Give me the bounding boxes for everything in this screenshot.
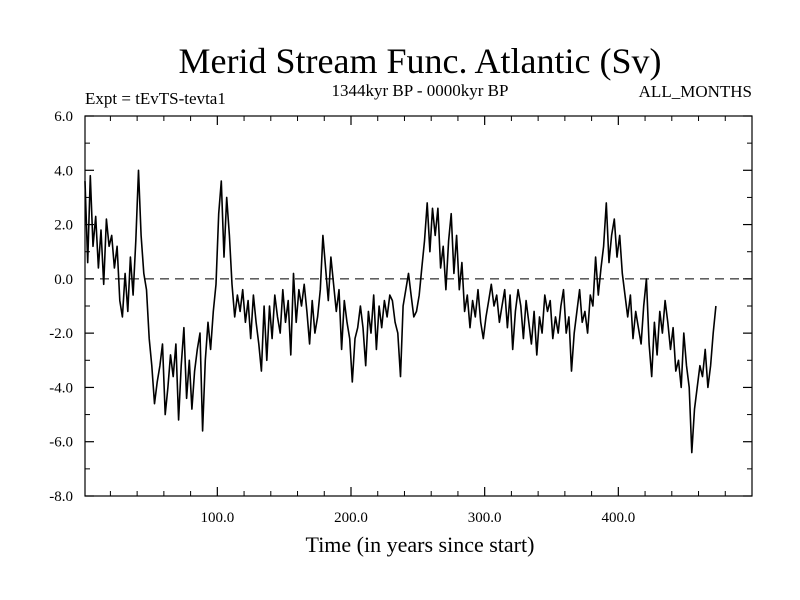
x-axis-label: Time (in years since start) [306, 532, 535, 557]
y-tick-label: 0.0 [54, 272, 73, 288]
y-tick-label: -8.0 [49, 489, 73, 505]
series-line [84, 169, 717, 454]
x-axis: 100.0 200.0 300.0 400.0 [109, 116, 726, 526]
y-tick-label: 4.0 [54, 163, 73, 179]
y-tick-label: 6.0 [54, 109, 73, 125]
y-tick-label: -4.0 [49, 380, 73, 396]
y-tick-label: 2.0 [54, 218, 73, 234]
x-tick-label: 300.0 [468, 510, 502, 526]
chart-title: Merid Stream Func. Atlantic (Sv) [179, 41, 662, 81]
y-axis: -8.0 -6.0 -4.0 -2.0 0.0 2.0 4.0 6.0 [49, 109, 752, 505]
x-tick-label: 100.0 [200, 510, 234, 526]
x-tick-label: 200.0 [334, 510, 368, 526]
period-label: 1344kyr BP - 0000kyr BP [332, 81, 509, 100]
months-label: ALL_MONTHS [639, 82, 752, 101]
plot-area [84, 115, 753, 497]
y-tick-label: -2.0 [49, 326, 73, 342]
x-tick-label: 400.0 [601, 510, 635, 526]
y-tick-label: -6.0 [49, 435, 73, 451]
plot-frame [84, 115, 753, 497]
experiment-label: Expt = tEvTS-tevta1 [85, 89, 226, 108]
